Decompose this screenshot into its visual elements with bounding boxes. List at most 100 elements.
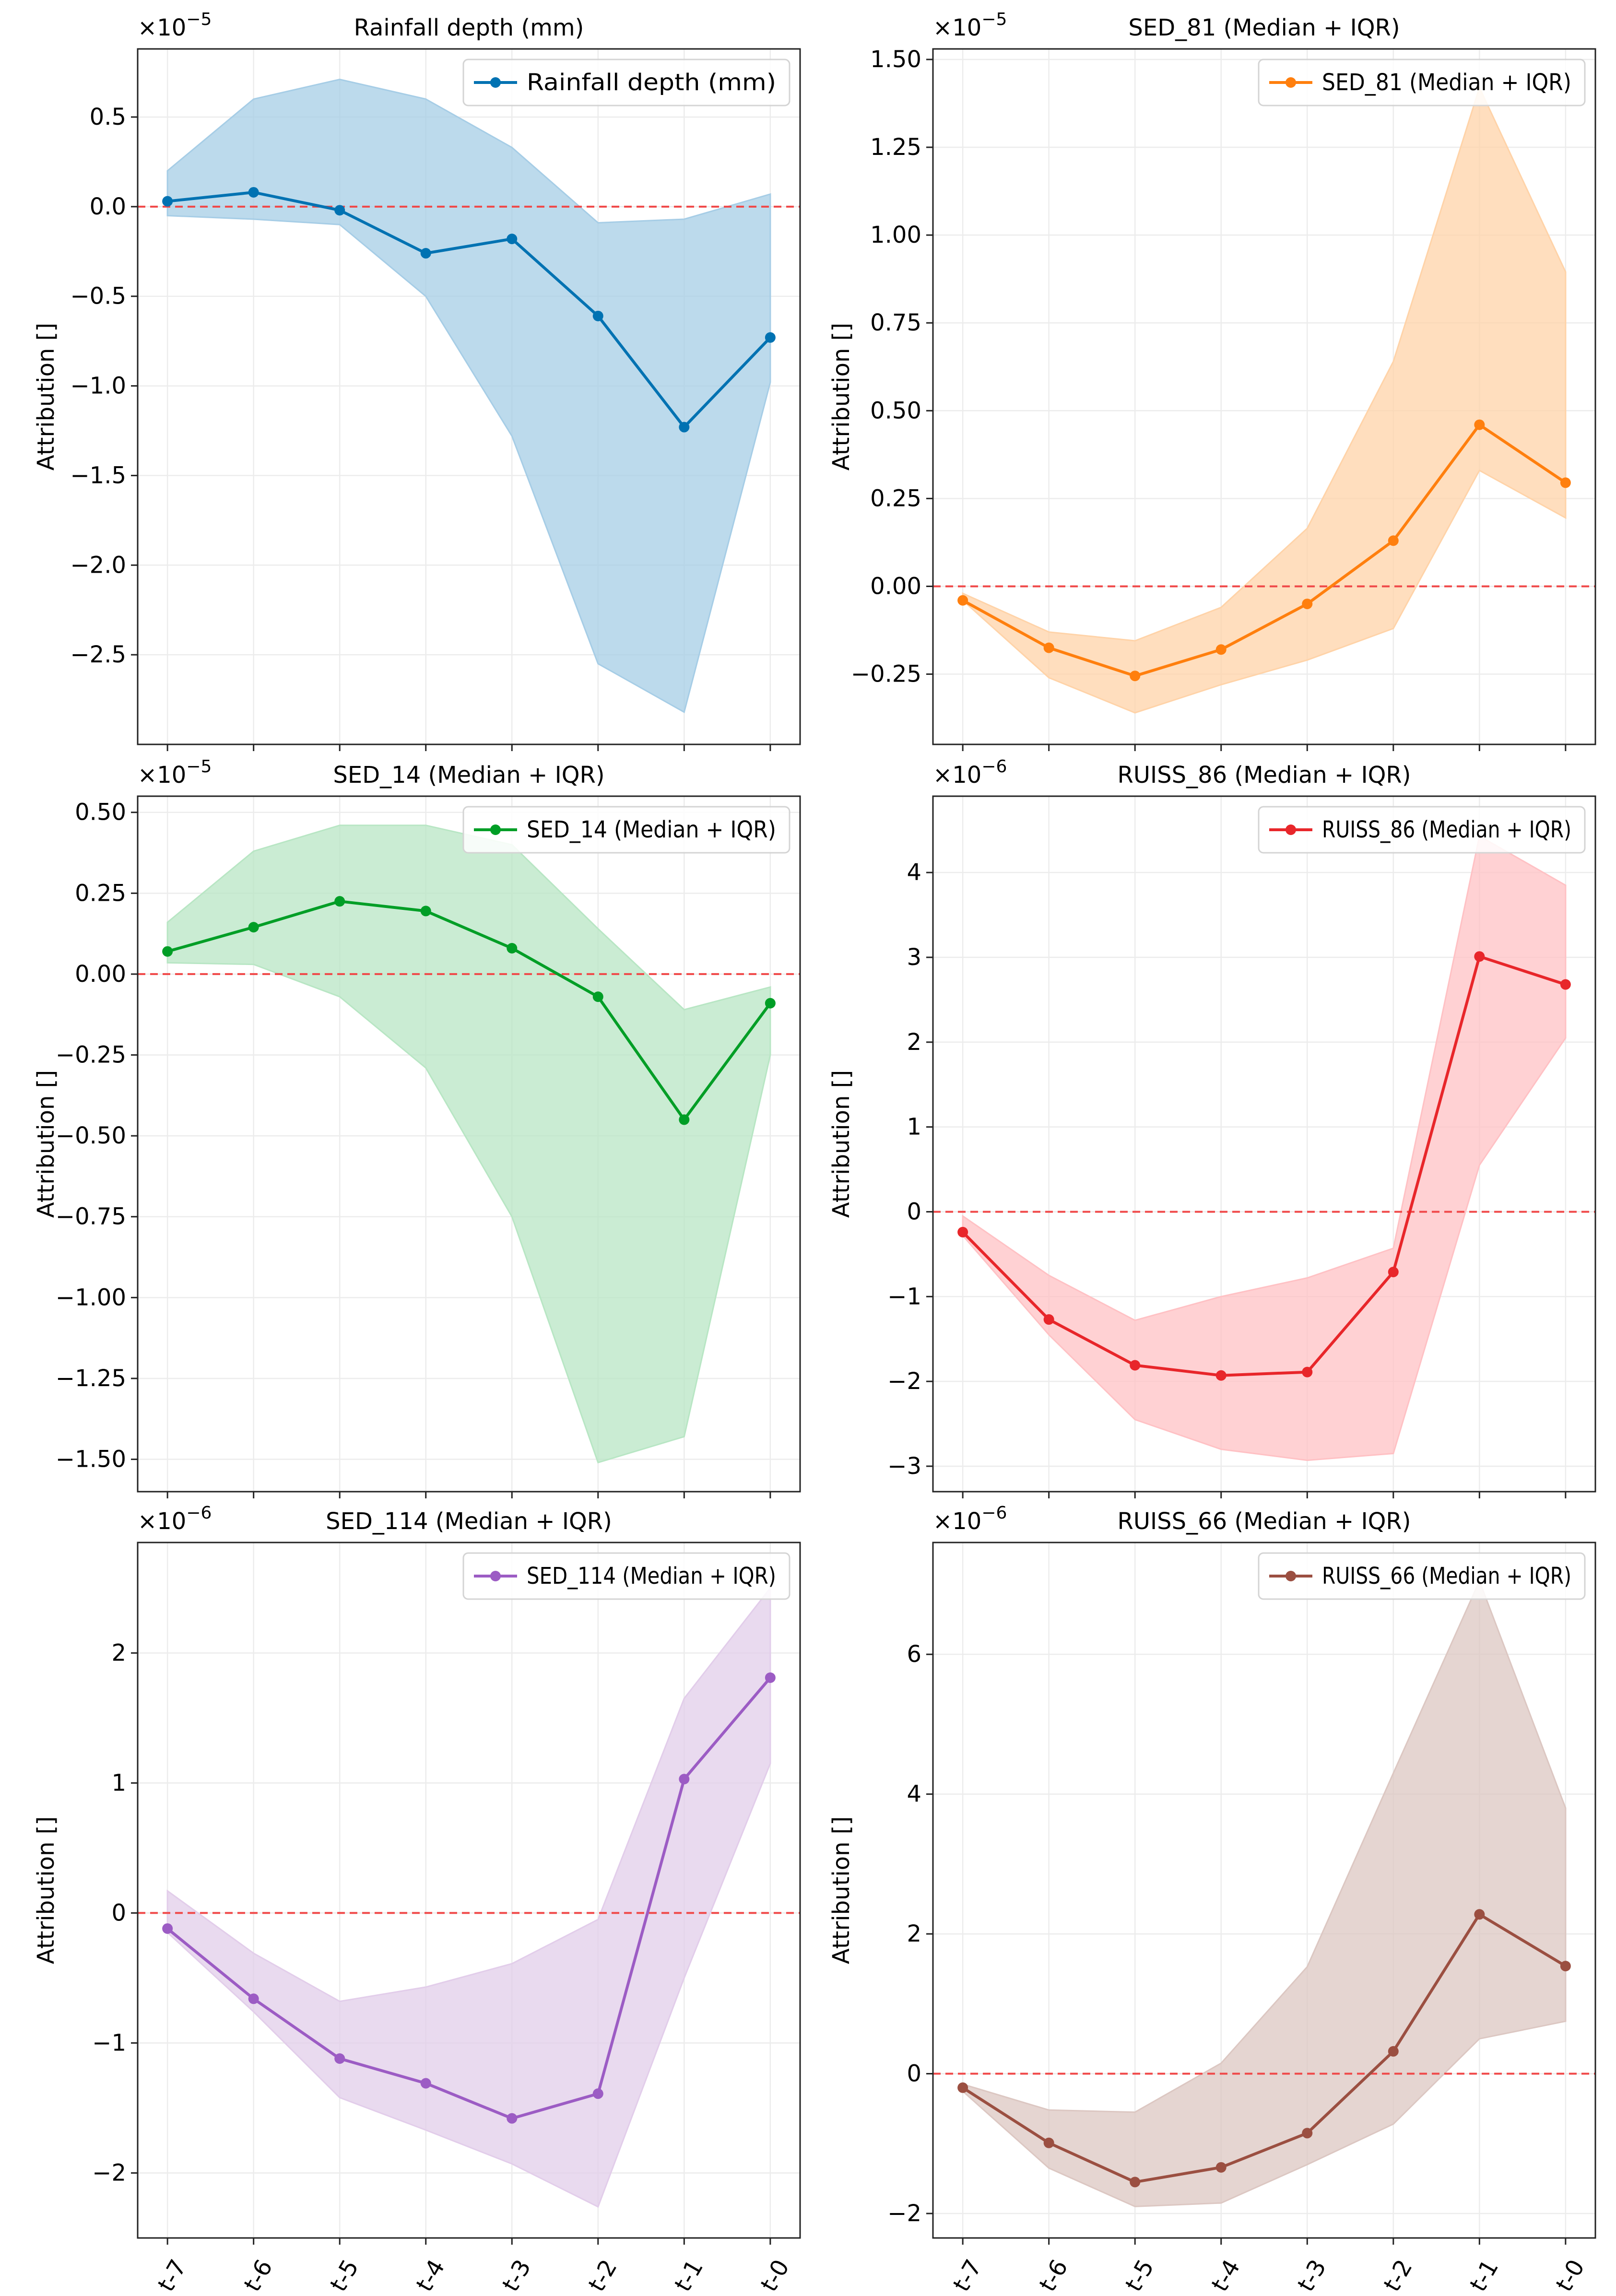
scale-exponent: −6 — [186, 1503, 212, 1523]
median-point — [1474, 951, 1485, 962]
scale-base: ×10 — [933, 762, 981, 789]
scale-base: ×10 — [933, 1508, 981, 1535]
median-series-line — [167, 191, 772, 429]
median-point — [1043, 642, 1054, 653]
median-point — [957, 1226, 968, 1237]
chart-title: Rainfall depth (mm) — [354, 14, 584, 41]
chart-panel-3: 4 3 2 1 0 −1 −2 −3 RUISS_86 (Median + IQR) ×10−6 A… — [828, 757, 1596, 1498]
legend-marker-swatch — [490, 1571, 501, 1581]
y-axis-label: Attribution [] — [828, 1816, 855, 1964]
median-point — [420, 248, 431, 259]
legend: RUISS_86 (Median + IQR) — [1258, 806, 1586, 854]
y-tick-label: 3 — [907, 944, 921, 971]
axes-frame — [137, 795, 801, 1493]
chart-title: RUISS_66 (Median + IQR) — [1118, 1508, 1411, 1535]
legend-marker-swatch — [490, 824, 501, 835]
y-tick-label: 0.25 — [870, 485, 921, 512]
median-point — [679, 422, 690, 433]
y-tick-label: −2 — [887, 1368, 921, 1395]
chart-title: SED_14 (Median + IQR) — [333, 762, 604, 789]
y-axis-label: Attribution [] — [828, 1070, 855, 1218]
legend-box — [1258, 1552, 1586, 1600]
y-tick-label: 0.25 — [75, 880, 126, 907]
median-point — [592, 310, 603, 321]
y-tick-label: −1.25 — [56, 1365, 126, 1392]
axis-scale-factor: ×10−6 — [933, 757, 1007, 789]
iqr-band — [962, 835, 1567, 1461]
scale-exponent: −6 — [981, 1503, 1007, 1523]
median-point — [592, 991, 603, 1002]
median-point — [1215, 644, 1227, 655]
median-point — [248, 922, 259, 933]
legend: Rainfall depth (mm) — [462, 59, 790, 106]
axis-scale-factor: ×10−6 — [933, 1503, 1007, 1535]
legend-marker-swatch — [1286, 1571, 1296, 1581]
median-point — [334, 896, 345, 907]
scale-base: ×10 — [138, 1508, 186, 1535]
median-point — [1474, 419, 1485, 430]
chart-panel-2: 0.50 0.25 0.00 −0.25 −0.50 −0.75 −1.00 −1.25 −1.… — [33, 757, 801, 1498]
y-tick-label: 0.75 — [870, 309, 921, 336]
y-tick-label: −1.00 — [56, 1284, 126, 1311]
y-tick-label: −0.5 — [70, 283, 126, 310]
y-tick-label: −1.0 — [70, 373, 126, 400]
y-tick-label: 1 — [907, 1114, 921, 1141]
median-point — [1302, 2128, 1313, 2139]
scale-exponent: −5 — [186, 10, 212, 29]
y-tick-label: −2.5 — [70, 641, 126, 668]
scale-exponent: −5 — [981, 10, 1007, 29]
y-axis-label: Attribution [] — [828, 323, 855, 471]
legend-label: RUISS_66 (Median + IQR) — [1322, 1563, 1571, 1590]
y-tick-label: −0.25 — [56, 1042, 126, 1069]
y-axis-label: Attribution [] — [33, 1070, 59, 1218]
median-point — [1474, 1909, 1485, 1920]
median-point — [162, 196, 173, 207]
median-point — [162, 946, 173, 957]
legend: SED_81 (Median + IQR) — [1258, 59, 1586, 106]
median-point — [765, 332, 776, 343]
median-point — [679, 1114, 690, 1125]
iqr-band — [166, 824, 771, 1464]
axis-scale-factor: ×10−5 — [138, 757, 212, 789]
legend-label: Rainfall depth (mm) — [527, 69, 776, 96]
median-point — [1302, 1366, 1313, 1378]
axes-frame — [137, 1542, 801, 2239]
y-tick-label: 1.50 — [870, 46, 921, 73]
median-point — [957, 595, 968, 606]
y-tick-label: 0 — [907, 2061, 921, 2087]
y-tick-label: 1 — [111, 1769, 126, 1796]
y-tick-label: −3 — [887, 1453, 921, 1480]
y-tick-label: 0.50 — [75, 799, 126, 826]
median-point — [765, 1672, 776, 1683]
legend-label: SED_81 (Median + IQR) — [1322, 69, 1571, 96]
median-point — [420, 906, 431, 917]
chart-panel-0: 0.5 0.0 −0.5 −1.0 −1.5 −2.0 −2.5 Rainfall depth… — [33, 10, 801, 751]
axes-frame — [932, 1542, 1596, 2239]
y-tick-label: −0.75 — [56, 1203, 126, 1230]
median-series-line — [962, 1913, 1567, 2184]
axes-frame — [932, 48, 1596, 745]
median-point — [248, 187, 259, 198]
y-tick-label: 2 — [907, 1920, 921, 1947]
median-series-line — [167, 900, 772, 1121]
median-series-line — [961, 955, 1566, 1377]
y-tick-label: −2.0 — [70, 552, 126, 578]
y-tick-label: 0.00 — [75, 961, 126, 988]
y-tick-label: −1 — [887, 1283, 921, 1310]
legend-marker-swatch — [1286, 77, 1296, 88]
legend-box — [1258, 59, 1586, 106]
median-point — [1388, 1267, 1399, 1278]
axis-scale-factor: ×10−5 — [138, 10, 212, 41]
chart-title: SED_81 (Median + IQR) — [1128, 14, 1400, 41]
y-tick-label: 4 — [907, 859, 921, 886]
legend-box — [462, 1552, 790, 1600]
y-tick-label: 2 — [907, 1029, 921, 1056]
median-point — [334, 2053, 345, 2064]
median-point — [1043, 1314, 1054, 1325]
y-tick-label: 0.0 — [90, 193, 126, 220]
iqr-band — [962, 85, 1567, 714]
scale-base: ×10 — [138, 762, 186, 789]
legend: RUISS_66 (Median + IQR) — [1258, 1552, 1586, 1600]
median-point — [1043, 2137, 1054, 2148]
y-tick-label: −1.5 — [70, 462, 126, 489]
